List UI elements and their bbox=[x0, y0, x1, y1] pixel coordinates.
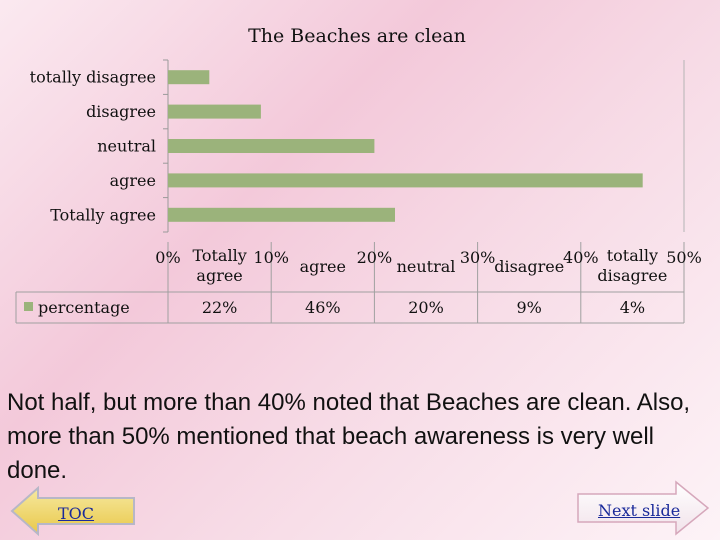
table-value-cell: 46% bbox=[305, 298, 341, 317]
category-label: neutral bbox=[97, 137, 156, 156]
table-header-label: agree bbox=[300, 257, 346, 276]
category-label: disagree bbox=[86, 102, 156, 121]
bar bbox=[168, 207, 395, 222]
table-header-label: Totally agree bbox=[192, 246, 246, 285]
bar bbox=[168, 139, 375, 153]
bar bbox=[168, 173, 643, 188]
left-arrow-icon bbox=[10, 486, 135, 536]
bar bbox=[168, 70, 210, 85]
legend-swatch bbox=[24, 302, 33, 311]
x-tick-label: 0% bbox=[155, 248, 180, 267]
table-value-cell: 4% bbox=[620, 298, 645, 317]
slide-note: Not half, but more than 40% noted that B… bbox=[7, 389, 691, 484]
x-tick-label: 40% bbox=[563, 248, 599, 267]
chart: The Beaches are clean Totally agree agree… bbox=[15, 25, 702, 324]
next-slide-button[interactable]: Next slide bbox=[576, 480, 710, 536]
x-tick-label: 20% bbox=[357, 248, 393, 267]
bar bbox=[168, 104, 261, 119]
plot-area: Totally agree agree neutral disagree totally… bbox=[30, 59, 685, 233]
x-tick-label: 10% bbox=[253, 248, 289, 267]
category-label: totally disagree bbox=[30, 68, 156, 87]
table-header-label: neutral bbox=[397, 257, 456, 276]
right-arrow-icon bbox=[577, 480, 710, 536]
x-tick-label: 50% bbox=[666, 248, 702, 267]
category-label: Totally agree bbox=[50, 205, 156, 224]
table-header-label: disagree bbox=[494, 257, 564, 276]
chart-title: The Beaches are clean bbox=[248, 25, 466, 47]
data-table: 0% 10% 20% 30% 40% 50% Totally agree agree neutra… bbox=[15, 242, 702, 324]
table-value-cell: 20% bbox=[408, 298, 444, 317]
toc-button[interactable]: TOC bbox=[10, 486, 136, 536]
x-tick-label: 30% bbox=[460, 248, 496, 267]
next-slide-label: Next slide bbox=[598, 501, 681, 520]
toc-label: TOC bbox=[58, 504, 95, 523]
legend-series-name: percentage bbox=[38, 298, 130, 317]
category-label: agree bbox=[110, 171, 156, 190]
table-value-cell: 9% bbox=[517, 298, 542, 317]
table-value-cell: 22% bbox=[202, 298, 238, 317]
table-header-label: totally disagree bbox=[597, 246, 667, 285]
